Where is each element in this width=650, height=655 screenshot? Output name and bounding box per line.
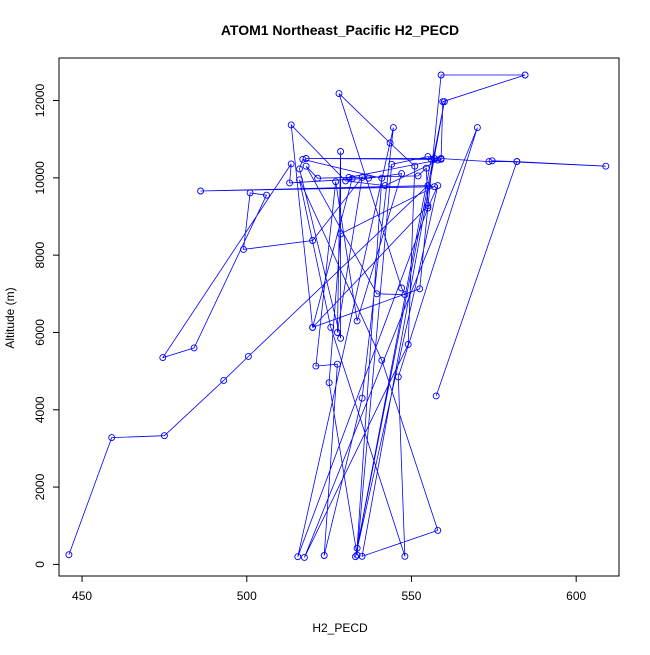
data-point <box>325 379 333 387</box>
data-point <box>345 173 353 181</box>
data-point <box>190 344 198 352</box>
data-point <box>335 90 343 98</box>
data-point <box>159 354 167 362</box>
data-point <box>373 290 381 298</box>
data-point <box>378 356 386 364</box>
data-point <box>287 160 295 168</box>
data-point <box>286 179 294 187</box>
y-tick-label: 12000 <box>33 84 47 118</box>
data-point <box>263 191 270 199</box>
data-point <box>434 526 442 534</box>
x-axis-label: H2_PECD <box>312 621 368 635</box>
data-point <box>424 202 432 210</box>
data-point <box>240 245 247 253</box>
data-point <box>422 164 430 172</box>
x-tick-label: 600 <box>566 589 586 603</box>
data-point <box>488 157 496 165</box>
data-point <box>432 392 440 400</box>
data-point <box>353 551 361 559</box>
data-point <box>378 174 386 182</box>
data-point <box>352 553 359 561</box>
data-point <box>398 170 406 178</box>
data-point <box>246 189 254 197</box>
x-tick-label: 450 <box>72 589 92 603</box>
data-point <box>333 329 341 336</box>
y-tick-label: 0 <box>33 561 47 568</box>
data-point <box>337 230 345 238</box>
data-point <box>358 173 366 181</box>
data-point <box>333 360 341 368</box>
data-point <box>398 284 406 292</box>
y-tick-label: 10000 <box>33 161 47 195</box>
data-point <box>314 174 322 182</box>
data-point <box>294 553 302 561</box>
data-point <box>411 162 419 170</box>
data-point <box>427 155 435 163</box>
data-point <box>65 551 73 559</box>
data-point <box>401 291 409 299</box>
data-point <box>320 552 328 559</box>
data-point <box>309 323 317 331</box>
y-tick-label: 2000 <box>33 473 47 500</box>
data-point <box>302 155 310 162</box>
data-point <box>197 187 205 195</box>
data-point <box>332 178 340 186</box>
data-point <box>300 553 308 561</box>
data-point <box>521 71 529 79</box>
data-point <box>220 376 228 384</box>
y-tick-label: 6000 <box>33 319 47 346</box>
data-point <box>437 71 445 79</box>
data-point <box>381 182 389 190</box>
data-point <box>485 158 493 166</box>
data-point <box>353 544 361 552</box>
data-point <box>312 362 320 370</box>
y-tick-label: 8000 <box>33 241 47 268</box>
data-point <box>473 124 481 132</box>
data-point <box>299 155 307 163</box>
plot-frame <box>58 57 620 577</box>
data-point <box>431 183 438 191</box>
data-point <box>296 165 303 173</box>
data-point <box>394 373 402 381</box>
data-point <box>401 552 409 560</box>
data-point <box>160 432 168 440</box>
data-point <box>424 182 432 190</box>
data-point <box>414 172 422 180</box>
data-point <box>337 334 345 342</box>
data-point <box>296 176 303 184</box>
data-point <box>439 98 447 106</box>
data-point <box>389 124 397 132</box>
x-tick-label: 500 <box>237 589 257 603</box>
chart-title: ATOM1 Northeast_Pacific H2_PECD <box>221 22 459 38</box>
data-point <box>327 323 335 331</box>
y-axis-label: Altitude (m) <box>3 287 17 348</box>
data-point <box>287 121 295 129</box>
data-point <box>353 317 361 325</box>
data-point <box>386 139 394 147</box>
data-point <box>337 148 345 155</box>
data-point <box>358 552 366 560</box>
data-point <box>424 204 432 212</box>
data-point <box>434 156 442 164</box>
data-point <box>437 155 445 162</box>
data-point <box>244 352 252 360</box>
data-point <box>434 182 442 190</box>
data-point <box>602 162 610 170</box>
data-point <box>108 434 116 442</box>
data-point <box>404 340 412 348</box>
data-point <box>431 155 438 162</box>
x-tick-label: 550 <box>401 589 421 603</box>
data-point <box>348 175 356 183</box>
data-point <box>309 237 317 244</box>
data-point <box>388 160 396 168</box>
data-point <box>513 158 521 166</box>
data-point <box>365 174 373 182</box>
y-tick-label: 4000 <box>33 396 47 423</box>
data-point <box>416 285 424 293</box>
data-point <box>358 394 366 402</box>
data-point <box>302 162 310 170</box>
